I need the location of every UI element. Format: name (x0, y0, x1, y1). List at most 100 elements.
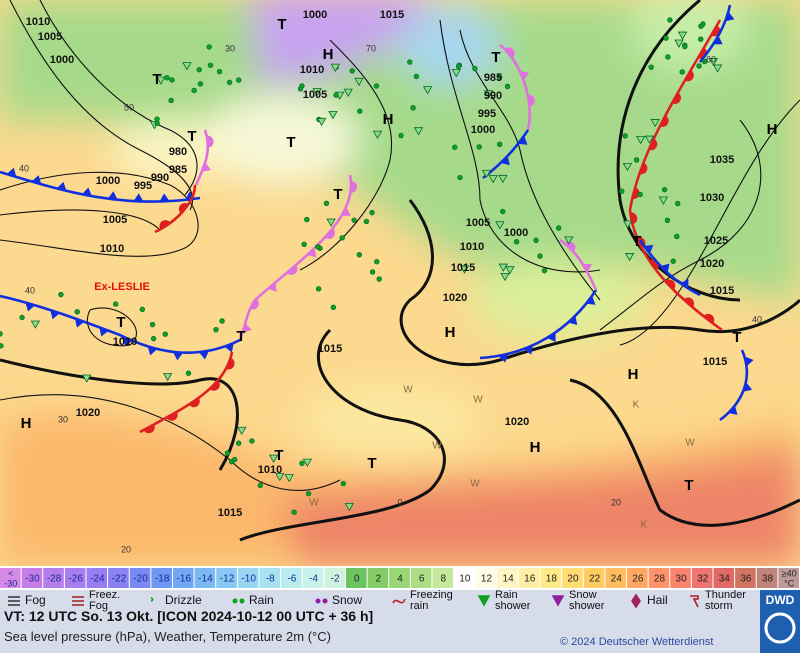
rain-dot (257, 482, 263, 489)
front-symbol (81, 187, 92, 197)
pressure-center: H (530, 439, 541, 456)
rain-dot (363, 218, 370, 225)
rain-dot (333, 92, 339, 98)
isobar-label: 1015 (218, 507, 242, 519)
rain-dot (667, 17, 673, 23)
front-symbol (226, 358, 235, 370)
scale-cell (302, 568, 324, 588)
scale-label: °C (784, 578, 795, 588)
rain-dot (213, 327, 219, 333)
rain-dot (541, 267, 548, 274)
grid-label: 20 (611, 497, 621, 507)
scale-label: -30 (25, 574, 40, 585)
pressure-center: T (286, 134, 295, 151)
isobar (0, 171, 199, 257)
scale-label: -4 (309, 574, 318, 585)
isobar-label: 1020 (505, 416, 529, 428)
shower-symbol (650, 119, 660, 128)
shower-symbol (712, 64, 723, 73)
scale-cell (518, 568, 540, 588)
rain-dot (472, 65, 478, 72)
rain-dot (349, 68, 355, 74)
rain-dot (674, 233, 680, 240)
scale-label: -10 (241, 574, 256, 585)
isobar-label: 1010 (113, 336, 137, 348)
rain-dot (369, 269, 376, 275)
isobar-label: 1010 (100, 243, 124, 255)
rain-dot (637, 191, 643, 198)
scale-label: 26 (632, 574, 644, 585)
rain-dot (185, 370, 192, 376)
legend-label: Drizzle (165, 593, 202, 607)
front-symbol (725, 11, 735, 22)
rain-dot (664, 217, 671, 224)
scale-label: 18 (546, 574, 558, 585)
grid-label: 40 (19, 163, 29, 173)
isobar-label: 1005 (303, 89, 327, 101)
rain-dot (330, 304, 337, 310)
shower-symbol (284, 474, 294, 483)
isobar-label: 1020 (443, 292, 467, 304)
front-symbol (147, 346, 158, 356)
rain-dot (698, 36, 704, 42)
scale-cell (605, 568, 627, 588)
front-symbol (207, 135, 214, 148)
shower-symbol (644, 135, 655, 144)
rain-dot (162, 331, 168, 337)
front-cold (699, 4, 732, 63)
rain-dot (357, 108, 363, 114)
rain-dot (297, 86, 304, 92)
rain-dot (315, 244, 321, 250)
grid-label: 30 (58, 414, 68, 424)
shower-symbol (505, 266, 515, 275)
front-symbol (173, 351, 184, 361)
copyright: © 2024 Deutscher Wetterdienst (560, 636, 713, 648)
rain-dot (304, 216, 310, 223)
shower-symbol (312, 88, 322, 97)
isobar-label: 1015 (703, 356, 727, 368)
rain-dot (374, 259, 380, 265)
front-symbol (586, 295, 596, 305)
isobar-main (569, 378, 800, 527)
region-letter: W (473, 395, 483, 406)
scale-cell (172, 568, 194, 588)
pressure-center: T (236, 328, 245, 345)
front-symbol (518, 135, 528, 145)
rain-dot (413, 73, 420, 80)
legend-icon (322, 598, 328, 604)
shower-symbol (316, 117, 327, 127)
rain-dot (455, 63, 462, 70)
shower-symbol (343, 88, 353, 97)
rain-dot (398, 132, 404, 139)
rain-dot (537, 253, 543, 259)
front-symbol (107, 191, 118, 200)
legend-icon (8, 596, 20, 606)
shower-symbol (182, 62, 192, 71)
scale-label: 28 (654, 574, 666, 585)
rain-dot (700, 21, 706, 27)
shower-symbol (344, 502, 355, 512)
scale-cell (151, 568, 172, 588)
shower-symbol (413, 127, 424, 136)
shower-symbol (459, 265, 470, 274)
isobar-label: 995 (478, 108, 496, 120)
rain-dot (168, 97, 174, 104)
isobar (299, 39, 392, 271)
region-letter: W (470, 479, 480, 490)
rain-dot (679, 69, 685, 75)
legend-icon (150, 597, 154, 602)
scale-cell (389, 568, 410, 588)
front-symbol (242, 323, 252, 333)
scale-cell (108, 568, 129, 588)
rain-dot (150, 335, 157, 342)
rain-dot (219, 318, 225, 324)
front-occ (499, 43, 531, 131)
rain-dot (674, 200, 681, 207)
front-symbol (648, 138, 658, 151)
front-symbol (199, 350, 209, 360)
scale-label: -20 (133, 574, 148, 585)
front-symbol (665, 279, 676, 290)
front-symbol (209, 380, 220, 391)
front-symbol (143, 424, 155, 434)
